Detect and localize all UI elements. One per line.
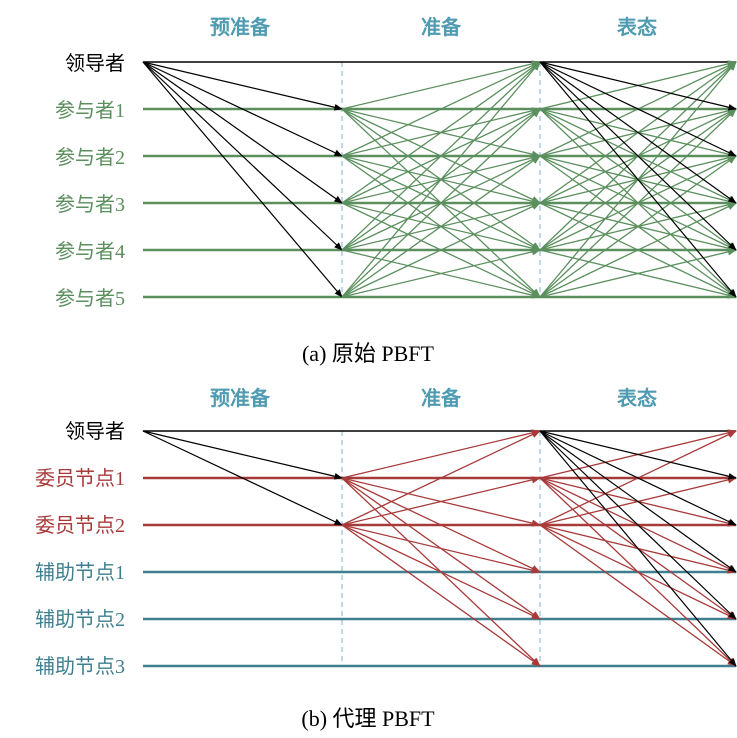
panel-b: 领导者 委员节点1 委员节点2 辅助节点1 辅助节点2 辅助节点3 预准备 准备… <box>35 386 737 731</box>
message-arrow-0-to-4 <box>539 61 737 251</box>
node-label-participant-5: 参与者5 <box>55 287 125 310</box>
message-arrow-0-to-1 <box>539 61 737 111</box>
message-arrow-0-to-5 <box>539 430 737 667</box>
panel-b-node-labels: 领导者 委员节点1 委员节点2 辅助节点1 辅助节点2 辅助节点3 <box>35 420 125 678</box>
node-label-leader: 领导者 <box>65 420 125 443</box>
message-arrow-1-to-0 <box>341 429 541 479</box>
phase-header-prepare: 准备 <box>421 386 462 410</box>
message-arrow-0-to-2 <box>142 430 343 526</box>
message-arrow-5-to-4 <box>341 248 541 298</box>
message-arrow-1-to-0 <box>341 60 541 110</box>
message-arrow-0-to-2 <box>142 61 343 157</box>
panel-a-phase-headers: 预准备 准备 表态 <box>210 15 657 39</box>
panel-b-dividers <box>341 431 541 665</box>
phase-header-preprepare: 预准备 <box>210 15 271 39</box>
node-label-participant-4: 参与者4 <box>55 240 125 263</box>
message-arrow-2-to-3 <box>341 524 541 574</box>
node-label-participant-2: 参与者2 <box>55 146 125 169</box>
message-arrow-0-to-1 <box>142 61 343 111</box>
caption-a: (a) 原始 PBFT <box>302 341 435 366</box>
node-label-auxiliary-3: 辅助节点3 <box>35 655 125 678</box>
message-arrow-5-to-0 <box>341 61 541 298</box>
panel-a: 领导者 参与者1 参与者2 参与者3 参与者4 参与者5 预准备 准备 表态 (… <box>55 15 737 366</box>
message-arrow-0-to-3 <box>539 430 737 573</box>
node-label-participant-1: 参与者1 <box>55 99 125 122</box>
message-arrow-0-to-1 <box>539 430 737 480</box>
phase-header-prepare: 准备 <box>421 15 462 39</box>
message-arrow-2-to-0 <box>341 61 541 157</box>
message-arrow-2-to-5 <box>539 524 737 667</box>
caption-b: (b) 代理 PBFT <box>301 706 435 731</box>
message-arrow-1-to-3 <box>341 477 541 573</box>
message-arrow-0-to-1 <box>142 430 343 480</box>
node-label-leader: 领导者 <box>65 52 125 75</box>
panel-a-dividers <box>341 62 541 296</box>
panel-a-arrows <box>142 60 737 299</box>
message-arrow-2-to-4 <box>539 524 737 620</box>
node-label-committee-1: 委员节点1 <box>35 467 125 490</box>
panel-b-phase-headers: 预准备 准备 表态 <box>210 386 657 410</box>
message-arrow-0-to-4 <box>142 61 343 251</box>
message-arrow-0-to-4 <box>539 430 737 620</box>
node-label-participant-3: 参与者3 <box>55 193 125 216</box>
node-label-committee-2: 委员节点2 <box>35 514 125 537</box>
message-arrow-0-to-2 <box>539 61 737 157</box>
phase-header-commit: 表态 <box>617 386 657 410</box>
node-label-auxiliary-2: 辅助节点2 <box>35 608 125 631</box>
message-arrow-2-to-1 <box>341 476 541 526</box>
message-arrow-5-to-3 <box>341 202 541 298</box>
message-arrow-0-to-2 <box>539 430 737 526</box>
phase-header-preprepare: 预准备 <box>210 386 271 410</box>
message-arrow-2-to-5 <box>341 524 541 667</box>
message-arrow-5-to-2 <box>341 155 541 298</box>
message-arrow-0-to-5 <box>539 61 737 298</box>
message-arrow-5-to-1 <box>341 108 541 298</box>
message-arrow-3-to-0 <box>341 61 541 204</box>
message-arrow-2-to-0 <box>341 430 541 526</box>
message-arrow-0-to-3 <box>539 61 737 204</box>
node-label-auxiliary-1: 辅助节点1 <box>35 561 125 584</box>
panel-a-node-labels: 领导者 参与者1 参与者2 参与者3 参与者4 参与者5 <box>55 52 125 310</box>
panel-b-arrows <box>142 429 737 667</box>
message-arrow-2-to-4 <box>341 524 541 620</box>
message-arrow-0-to-5 <box>142 61 343 298</box>
phase-header-commit: 表态 <box>617 15 657 39</box>
message-arrow-0-to-3 <box>142 61 343 204</box>
message-arrow-4-to-0 <box>341 61 541 251</box>
